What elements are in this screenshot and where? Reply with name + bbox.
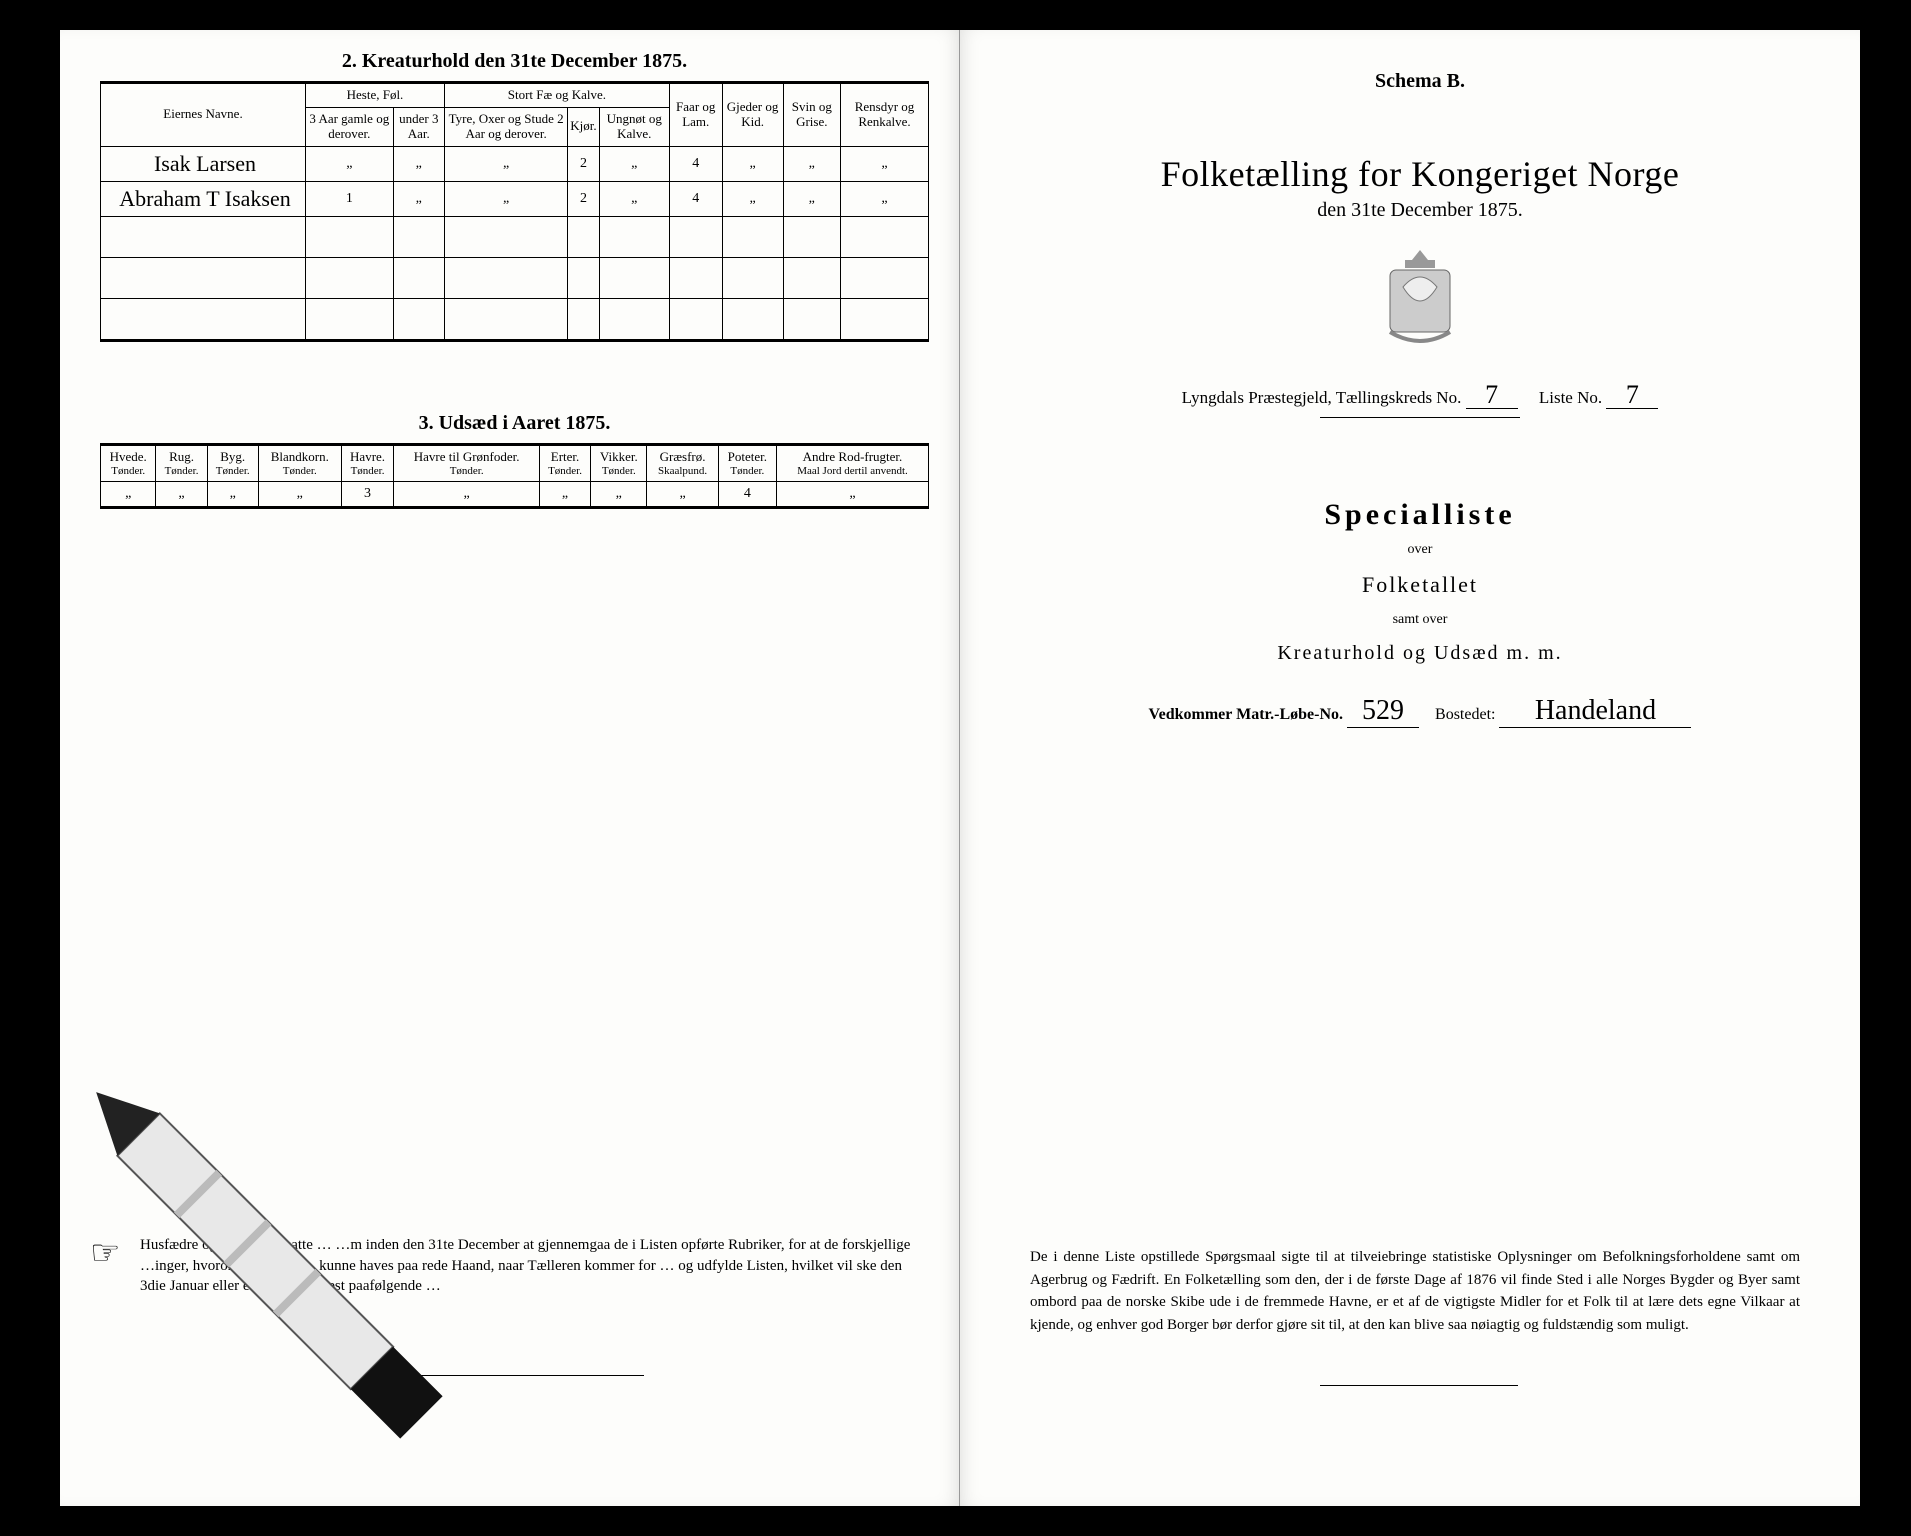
sub-title: den 31te December 1875.	[1020, 199, 1820, 222]
footnote-text: Husfædre og andre Foresatte … …m inden d…	[140, 1237, 910, 1294]
t3-h1: Rug.Tønder.	[156, 444, 207, 482]
section2-title: 2. Kreaturhold den 31te December 1875.	[100, 50, 929, 73]
col-owner: Eiernes Navne.	[101, 83, 306, 147]
t3-h10: Andre Rod-frugter.Maal Jord dertil anven…	[776, 444, 928, 482]
bosted-label: Bostedet:	[1435, 706, 1495, 723]
footnote: ☞ Husfædre og andre Foresatte … …m inden…	[140, 1235, 919, 1296]
matr-no: 529	[1347, 695, 1419, 728]
liste-no: 7	[1606, 382, 1658, 409]
samt-label: samt over	[1020, 612, 1820, 628]
col-heste1: 3 Aar gamle og derover.	[306, 107, 394, 146]
t3-h2: Byg.Tønder.	[207, 444, 258, 482]
col-ren: Rensdyr og Renkalve.	[841, 83, 929, 147]
group-stort: Stort Fæ og Kalve.	[444, 83, 669, 108]
col-stort1: Tyre, Oxer og Stude 2 Aar og derover.	[444, 107, 567, 146]
main-title: Folketælling for Kongeriget Norge	[1020, 153, 1820, 195]
section3-title: 3. Udsæd i Aaret 1875.	[100, 412, 929, 435]
t3-h9: Poteter.Tønder.	[718, 444, 776, 482]
bosted-value: Handeland	[1499, 695, 1691, 728]
coat-of-arms-icon	[1375, 242, 1465, 352]
schema-label: Schema B.	[1020, 70, 1820, 93]
over-label: over	[1020, 542, 1820, 558]
t3-h4: Havre.Tønder.	[341, 444, 394, 482]
col-faar: Faar og Lam.	[669, 83, 722, 147]
folketallet-label: Folketallet	[1020, 572, 1820, 598]
parish-line: Lyngdals Præstegjeld, Tællingskreds No. …	[1020, 382, 1820, 409]
table-row: „ „ „ „ 3 „ „ „ „ 4 „	[101, 482, 929, 508]
t3-h3: Blandkorn.Tønder.	[258, 444, 341, 482]
parish-prefix: Lyngdals Præstegjeld, Tællingskreds No.	[1182, 388, 1462, 407]
specialliste-title: Specialliste	[1020, 498, 1820, 532]
table-row: Isak Larsen „ „ „ 2 „ 4 „ „ „	[101, 146, 929, 181]
explanatory-paragraph: De i denne Liste opstillede Spørgsmaal s…	[1030, 1246, 1800, 1336]
col-heste2: under 3 Aar.	[393, 107, 444, 146]
pointing-hand-icon: ☞	[90, 1231, 120, 1277]
table-row	[101, 216, 929, 257]
footer-rule	[1320, 1385, 1518, 1386]
table-row: Abraham T Isaksen 1 „ „ 2 „ 4 „ „ „	[101, 181, 929, 216]
divider	[1320, 417, 1520, 418]
left-page: 2. Kreaturhold den 31te December 1875. E…	[60, 30, 960, 1506]
owner-cell: Abraham T Isaksen	[101, 181, 306, 216]
right-page: Schema B. Folketælling for Kongeriget No…	[960, 30, 1860, 1506]
col-stort3: Ungnøt og Kalve.	[599, 107, 669, 146]
matr-line: Vedkommer Matr.-Løbe-No. 529 Bostedet: H…	[1020, 695, 1820, 728]
group-heste: Heste, Føl.	[306, 83, 445, 108]
table-row	[101, 298, 929, 340]
book-spread: 2. Kreaturhold den 31te December 1875. E…	[60, 30, 1860, 1506]
liste-label: Liste No.	[1539, 388, 1602, 407]
table-row	[101, 257, 929, 298]
vedk-label: Vedkommer Matr.-Løbe-No.	[1149, 706, 1344, 723]
kreaturhold-table: Eiernes Navne. Heste, Føl. Stort Fæ og K…	[100, 81, 929, 342]
t3-h7: Vikker.Tønder.	[591, 444, 647, 482]
owner-cell: Isak Larsen	[101, 146, 306, 181]
col-gjed: Gjeder og Kid.	[722, 83, 783, 147]
t3-h0: Hvede.Tønder.	[101, 444, 156, 482]
kreaturhold-label: Kreaturhold og Udsæd m. m.	[1020, 642, 1820, 665]
t3-h6: Erter.Tønder.	[539, 444, 590, 482]
col-stort2: Kjør.	[568, 107, 599, 146]
udsaed-table: Hvede.Tønder. Rug.Tønder. Byg.Tønder. Bl…	[100, 443, 929, 510]
t3-h8: Græsfrø.Skaalpund.	[647, 444, 718, 482]
footer-rule	[375, 1375, 645, 1376]
col-svin: Svin og Grise.	[783, 83, 840, 147]
kreds-no: 7	[1466, 382, 1518, 409]
t3-h5: Havre til Grønfoder.Tønder.	[394, 444, 540, 482]
